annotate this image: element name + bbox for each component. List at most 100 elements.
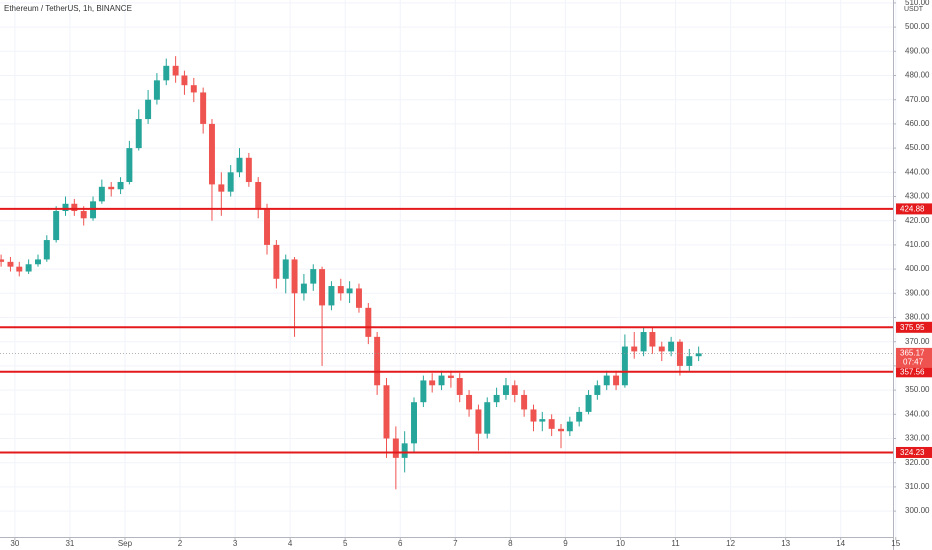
- countdown: 07:47: [903, 358, 924, 367]
- candle-body: [392, 438, 399, 458]
- candle-body: [621, 346, 628, 386]
- y-tick-label: 300.00: [905, 506, 930, 515]
- candle-body: [365, 307, 372, 337]
- candle-body: [420, 380, 427, 403]
- candle-body: [181, 75, 188, 86]
- candle-body: [355, 288, 362, 308]
- candle-body: [466, 394, 473, 410]
- y-tick-label: 490.00: [905, 46, 930, 55]
- candle-body: [153, 80, 160, 100]
- y-tick-label: 370.00: [905, 337, 930, 346]
- candle-body: [273, 244, 280, 279]
- y-tick-label: 330.00: [905, 434, 930, 443]
- candle-body: [539, 419, 546, 422]
- candle-body: [98, 186, 105, 202]
- y-tick-label: 500.00: [905, 22, 930, 31]
- y-tick-label: 420.00: [905, 216, 930, 225]
- y-tick-label: 350.00: [905, 385, 930, 394]
- candle-body: [108, 186, 115, 190]
- x-tick-label: 10: [616, 539, 625, 548]
- x-tick-label: 3: [233, 539, 238, 548]
- candle-body: [190, 85, 197, 93]
- level-label-bg: [896, 366, 932, 378]
- candle-body: [71, 203, 78, 212]
- last-price-label: 365.17: [900, 349, 925, 358]
- candle-body: [319, 269, 326, 306]
- candle-body: [631, 346, 638, 352]
- candle-body: [300, 283, 307, 294]
- y-tick-label: 340.00: [905, 409, 930, 418]
- candle-body: [145, 99, 152, 120]
- candle-body: [0, 259, 5, 262]
- candle-body: [576, 411, 583, 422]
- y-tick-label: 430.00: [905, 192, 930, 201]
- x-tick-label: 9: [563, 539, 568, 548]
- candle-body: [585, 394, 592, 412]
- y-tick-label: 470.00: [905, 95, 930, 104]
- y-tick-label: 320.00: [905, 458, 930, 467]
- candle-body: [530, 409, 537, 422]
- candle-body: [695, 353, 702, 357]
- level-label-bg: [896, 446, 932, 458]
- candle-body: [282, 259, 289, 279]
- x-tick-label: 8: [508, 539, 513, 548]
- candle-body: [521, 394, 528, 410]
- x-tick-label: 5: [343, 539, 348, 548]
- x-tick-label: 4: [288, 539, 293, 548]
- candle-body: [603, 375, 610, 386]
- candle-body: [245, 157, 252, 182]
- x-tick-label: 13: [781, 539, 790, 548]
- y-tick-label: 380.00: [905, 313, 930, 322]
- candle-body: [613, 375, 620, 386]
- candle-body: [53, 211, 60, 241]
- candle-body: [126, 148, 133, 182]
- candle-body: [383, 385, 390, 439]
- candle-body: [649, 332, 656, 347]
- y-tick-label: 400.00: [905, 264, 930, 273]
- candle-body: [456, 378, 463, 395]
- candle-body: [484, 402, 491, 434]
- x-tick-label: 7: [453, 539, 458, 548]
- x-tick-label: Sep: [118, 539, 133, 548]
- x-tick-label: 30: [10, 539, 19, 548]
- candle-body: [558, 428, 564, 432]
- y-tick-label: 460.00: [905, 119, 930, 128]
- candle-body: [291, 259, 298, 294]
- y-tick-label: 480.00: [905, 71, 930, 80]
- candle-body: [328, 286, 335, 306]
- candle-body: [594, 385, 601, 395]
- candle-body: [686, 356, 693, 366]
- level-label: 324.23: [900, 448, 925, 457]
- candle-body: [640, 332, 647, 352]
- candle-body: [80, 211, 87, 219]
- candle-body: [511, 385, 518, 395]
- level-label-bg: [896, 321, 932, 333]
- candle-body: [25, 264, 32, 272]
- candle-body: [676, 341, 683, 366]
- candle-body: [475, 409, 482, 434]
- x-tick-label: 14: [836, 539, 845, 548]
- candle-body: [163, 65, 170, 81]
- candle-body: [411, 402, 417, 444]
- candle-body: [346, 288, 353, 294]
- candle-body: [208, 123, 215, 185]
- y-axis-unit: USDT: [904, 6, 924, 13]
- y-tick-label: 510.00: [905, 0, 930, 7]
- candle-body: [668, 341, 675, 352]
- candle-body: [200, 92, 207, 124]
- candle-body: [236, 157, 243, 173]
- x-tick-label: 11: [671, 539, 680, 548]
- candle-body: [658, 346, 665, 352]
- candle-body: [264, 208, 271, 245]
- candle-body: [172, 65, 179, 76]
- candle-body: [374, 336, 381, 386]
- x-tick-label: 15: [891, 539, 900, 548]
- x-tick-label: 6: [398, 539, 403, 548]
- candle-body: [548, 419, 555, 429]
- candle-body: [227, 172, 234, 192]
- chart-title: Ethereum / TetherUS, 1h, BINANCE: [4, 4, 132, 13]
- y-tick-label: 450.00: [905, 143, 930, 152]
- candle-body: [566, 421, 573, 432]
